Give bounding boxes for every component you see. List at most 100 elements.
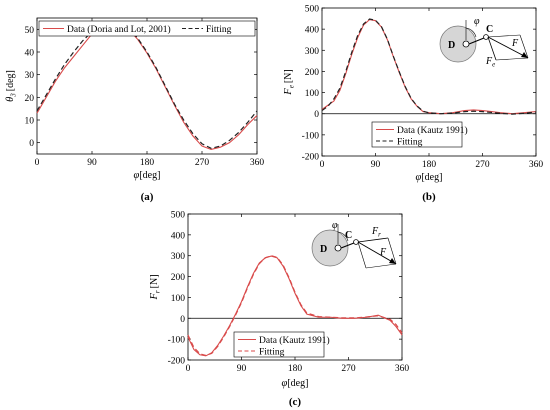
- panel-c-legend-box: [233, 331, 325, 358]
- panel-b-angle-label: φ: [474, 16, 480, 27]
- panel-c-crank-arm: [340, 242, 355, 249]
- panel-b-crank-pivot: [462, 40, 470, 48]
- panel-b-legend-box: [371, 121, 463, 148]
- panel-a-xlabel: φ[deg]: [134, 170, 161, 181]
- panel-c-ticks: 0 90 180 270 360 -200 -100 0 100 200 300 400 500: [168, 211, 410, 375]
- fitting-series-line: [187, 255, 403, 357]
- panel-c-crank-disk: [311, 229, 349, 267]
- panel-b-crank-arm: [468, 37, 485, 45]
- y-tick-label: 0: [29, 139, 34, 149]
- panel-b-inset-diagram: D C φ F Fe: [439, 16, 529, 69]
- panel-b-component-label: Fe: [485, 56, 495, 69]
- panel-a-legend-data-label: Data (Doria and Lot, 2001): [67, 24, 171, 35]
- panel-c-legend-data-label: Data (Kautz 1991): [259, 335, 330, 346]
- panel-c-parallelogram-right: [387, 237, 397, 265]
- panel-b-point-d-label: D: [448, 40, 455, 51]
- x-tick-label: 90: [87, 158, 97, 168]
- x-tick-label: 360: [250, 158, 265, 168]
- panel-c-pedal-point: [353, 239, 359, 245]
- panel-c-legend: Data (Kautz 1991) Fitting: [233, 331, 330, 358]
- panel-b-series: [321, 18, 537, 115]
- x-tick-label: 180: [140, 158, 155, 168]
- panel-b-crank-disk: [439, 25, 477, 63]
- panel-b-legend: Data (Kautz 1991) Fitting: [371, 121, 468, 148]
- x-tick-label: 270: [195, 158, 210, 168]
- panel-b-legend-data-label: Data (Kautz 1991): [397, 125, 468, 136]
- fitting-series-line: [36, 21, 258, 149]
- panel-a-caption: (a): [141, 191, 154, 203]
- panel-c-component-arrow: [357, 237, 389, 243]
- panel-b-ylabel: Fe[N]: [283, 69, 296, 95]
- panel-c-inset-diagram: D C φ F Fr: [311, 220, 397, 269]
- panel-b-point-c-label: C: [486, 24, 493, 35]
- data-series-line: [36, 23, 258, 151]
- panel-c-force-arrowhead: [389, 258, 396, 264]
- panel-b-parallelogram-bottom: [495, 57, 529, 61]
- x-tick-label: 180: [422, 160, 437, 170]
- panel-a-ylabel: θ3[deg]: [5, 70, 18, 102]
- panel-c-chart: 0 90 180 270 360 -200 -100 0 100 200 300 400 500 D C…: [149, 211, 409, 409]
- panel-c-xlabel: φ[deg]: [282, 378, 309, 389]
- x-tick-label: 90: [237, 364, 247, 374]
- panel-c-angle-label: φ: [332, 220, 338, 231]
- x-tick-label: 270: [475, 160, 490, 170]
- panel-b-ticks: 0 90 180 270 360 -200 -100 0 100 200 300 400 500: [302, 5, 544, 171]
- panel-c-point-c-label: C: [345, 230, 352, 241]
- y-tick-label: 20: [25, 94, 35, 104]
- panel-c-force-label: F: [379, 247, 387, 258]
- x-tick-label: 0: [35, 158, 40, 168]
- panel-b-angle-arc: [465, 27, 477, 38]
- panel-b-force-arrow: [487, 36, 529, 59]
- y-tick-label: 0: [180, 315, 185, 325]
- x-tick-label: 270: [341, 364, 356, 374]
- panel-c-force-arrow: [357, 241, 397, 265]
- panel-a-legend: Data (Doria and Lot, 2001) Fitting: [38, 20, 256, 37]
- panel-c-legend-fit-label: Fitting: [259, 348, 285, 358]
- panel-a-legend-fit-label: Fitting: [206, 25, 232, 35]
- panel-b-force-arrowhead: [521, 52, 528, 58]
- y-tick-label: 500: [171, 211, 186, 221]
- y-tick-label: 400: [171, 231, 186, 241]
- data-series-line: [321, 19, 537, 115]
- y-tick-label: 50: [25, 26, 35, 36]
- panel-b-parallelogram-right: [519, 34, 529, 59]
- panel-c-ylabel: Fr[N]: [149, 274, 162, 300]
- panel-b-caption: (b): [422, 191, 436, 203]
- x-tick-label: 360: [395, 364, 410, 374]
- y-tick-label: -200: [302, 153, 320, 163]
- y-tick-label: 500: [305, 5, 320, 15]
- panel-c-caption: (c): [289, 396, 302, 408]
- y-tick-label: 300: [171, 252, 186, 262]
- y-tick-label: 200: [305, 68, 320, 78]
- x-tick-label: 180: [288, 364, 303, 374]
- y-tick-label: 200: [171, 273, 186, 283]
- panel-c-crank-pivot: [334, 244, 342, 252]
- panel-b-component-arrow: [487, 36, 497, 61]
- y-tick-label: 30: [25, 71, 35, 81]
- panel-c-component-label: Fr: [371, 226, 381, 239]
- x-tick-label: 90: [371, 160, 381, 170]
- panel-a-frame: [36, 17, 258, 155]
- y-tick-label: -100: [302, 131, 320, 141]
- y-tick-label: -100: [168, 336, 186, 346]
- panel-b-pedal-point: [483, 34, 489, 40]
- panel-a-chart: 0 90 180 270 360 0 10 20 30 40 50 Data (Doria and …: [5, 17, 265, 203]
- y-tick-label: 300: [305, 47, 320, 57]
- panel-a-series: [36, 21, 258, 151]
- panel-b-legend-fit-label: Fitting: [397, 138, 423, 148]
- panel-a-legend-box: [38, 20, 256, 37]
- panel-b-force-label: F: [511, 38, 519, 49]
- panel-b-parallelogram-top: [487, 34, 521, 38]
- panel-c-parallelogram-left: [357, 241, 367, 269]
- y-tick-label: 0: [314, 110, 319, 120]
- panel-a-ticks: 0 90 180 270 360 0 10 20 30 40 50: [25, 18, 265, 168]
- panel-c-point-d-label: D: [320, 244, 327, 255]
- panel-c-parallelogram-bottom: [365, 263, 397, 269]
- panel-c-angle-arc: [337, 231, 349, 242]
- y-tick-label: 100: [171, 294, 186, 304]
- y-tick-label: 400: [305, 26, 320, 36]
- x-tick-label: 360: [529, 160, 544, 170]
- fitting-series-line: [321, 18, 537, 115]
- panel-b-chart: 0 90 180 270 360 -200 -100 0 100 200 300 400 500 D C…: [283, 5, 543, 204]
